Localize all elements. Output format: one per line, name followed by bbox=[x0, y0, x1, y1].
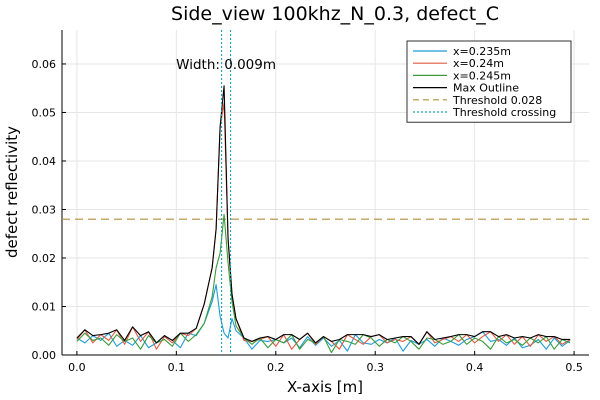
y-tick-label: 0.03 bbox=[32, 203, 57, 216]
x-tick-label: 0.0 bbox=[68, 361, 86, 374]
y-tick-label: 0.02 bbox=[32, 252, 57, 265]
x-tick-label: 0.3 bbox=[366, 361, 384, 374]
legend-box bbox=[406, 40, 572, 123]
series-line bbox=[76, 102, 571, 350]
x-tick-label: 0.2 bbox=[267, 361, 285, 374]
series-layer bbox=[76, 85, 571, 354]
legend-label: Threshold crossing bbox=[452, 106, 556, 119]
legend-label: x=0.245m bbox=[453, 69, 511, 82]
x-tick-label: 0.1 bbox=[168, 361, 186, 374]
legend-label: x=0.235m bbox=[453, 45, 511, 58]
legend-label: Threshold 0.028 bbox=[452, 94, 542, 107]
width-annotation: Width: 0.009m bbox=[176, 57, 276, 73]
y-axis-label: defect reflectivity bbox=[3, 126, 21, 258]
y-tick-label: 0.01 bbox=[32, 300, 57, 313]
series-line bbox=[76, 213, 571, 354]
x-tick-label: 0.4 bbox=[466, 361, 484, 374]
y-tick-label: 0.06 bbox=[32, 58, 57, 71]
series-line bbox=[76, 85, 571, 345]
y-tick-label: 0.04 bbox=[32, 155, 57, 168]
chart-title: Side_view 100khz_N_0.3, defect_C bbox=[171, 3, 499, 25]
y-tick-label: 0.00 bbox=[32, 349, 57, 362]
legend-label: Max Outline bbox=[453, 82, 519, 95]
axes: 0.0 0.1 0.2 0.3 0.4 0.5 0.00 0.01 0.02 0.03 0.04 0.… bbox=[32, 30, 589, 374]
legend-label: x=0.24m bbox=[453, 57, 504, 70]
x-axis-label: X-axis [m] bbox=[287, 378, 363, 396]
x-tick-label: 0.5 bbox=[565, 361, 583, 374]
y-tick-label: 0.05 bbox=[32, 106, 57, 119]
